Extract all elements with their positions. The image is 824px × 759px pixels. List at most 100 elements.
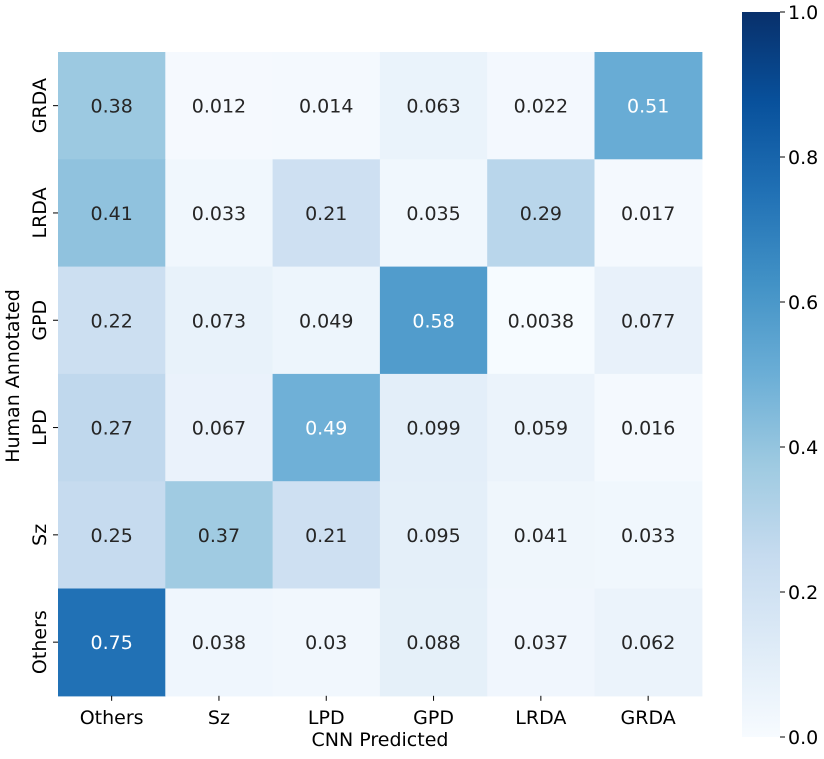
colorbar-tick-label: 0.0 [788,727,818,749]
y-axis-ticks: GRDA LRDA GPD LPD Sz Others [29,78,58,674]
heatmap-cell [379,52,488,160]
heatmap-cell-label: 0.49 [305,418,347,440]
heatmap-cell [594,373,703,482]
heatmap-cell-label: 0.21 [305,203,347,225]
heatmap-cell [594,266,703,375]
heatmap-cell-label: 0.067 [192,418,246,440]
heatmap-cell-label: 0.017 [621,203,675,225]
x-tick-label: LPD [308,707,345,729]
y-tick-label: GPD [29,300,51,341]
heatmap-cell [272,481,381,590]
heatmap-cell-label: 0.38 [90,96,132,118]
heatmap-cell [165,266,274,375]
colorbar-tick-label: 0.8 [788,147,818,169]
colorbar: 0.0 0.2 0.4 0.6 0.8 1.0 [742,2,818,749]
heatmap-cell-label: 0.041 [514,525,568,547]
heatmap-cell [272,266,381,375]
heatmap-cell [58,481,166,590]
heatmap-cell [487,373,596,482]
heatmap-cell-label: 0.22 [90,310,132,332]
heatmap-cell [272,588,381,697]
heatmap-cell [165,159,274,268]
heatmap-cell-label: 0.099 [406,418,460,440]
heatmap-cell-label: 0.033 [621,525,675,547]
heatmap-cell-label: 0.033 [192,203,246,225]
heatmap-cell [594,481,703,590]
heatmap-cell-label: 0.21 [305,525,347,547]
heatmap-cell-label: 0.088 [406,632,460,654]
heatmap-cell-label: 0.038 [192,632,246,654]
heatmap-cell [58,373,166,482]
heatmap-cell-label: 0.049 [299,310,353,332]
heatmap-cell-label: 0.75 [90,632,132,654]
colorbar-tick-label: 1.0 [788,2,818,24]
heatmap-cell-label: 0.27 [90,418,132,440]
heatmap-cell-label: 0.035 [406,203,460,225]
heatmap-cell [58,159,166,268]
y-axis-label: Human Annotated [2,289,24,463]
heatmap-cell-labels: 0.38 0.012 0.014 0.063 0.022 0.51 0.41 0.033 0.2… [90,96,675,655]
heatmap-cell-label: 0.0038 [508,310,574,332]
y-tick-label: Sz [29,524,51,546]
heatmap-cell-label: 0.03 [305,632,347,654]
heatmap-cell [379,159,488,268]
heatmap-cell-label: 0.41 [90,203,132,225]
colorbar-gradient [742,12,780,737]
heatmap-cell-label: 0.51 [627,96,669,118]
x-tick-label: LRDA [515,707,566,729]
colorbar-tick-label: 0.4 [788,437,818,459]
heatmap-cell-label: 0.022 [514,96,568,118]
heatmap-cell-label: 0.037 [514,632,568,654]
heatmap-cell-label: 0.059 [514,418,568,440]
heatmap-cell [58,266,166,375]
heatmap-cell-label: 0.073 [192,310,246,332]
heatmap-cell [487,52,596,160]
heatmap-cell-label: 0.063 [406,96,460,118]
heatmap-cell [58,52,166,160]
y-tick-label: LRDA [29,187,51,238]
heatmap-cell-label: 0.014 [299,96,353,118]
heatmap-cell [165,373,274,482]
heatmap-cell [487,481,596,590]
colorbar-tick-label: 0.2 [788,582,818,604]
heatmap-cell [165,588,274,697]
y-tick-label: LPD [29,409,51,446]
heatmap-cell-label: 0.25 [90,525,132,547]
heatmap-cell [379,481,488,590]
heatmap-cell-label: 0.58 [412,310,454,332]
heatmap-cell [487,588,596,697]
x-tick-label: GRDA [621,707,676,729]
heatmap-cell [594,159,703,268]
heatmap-cell [272,52,381,160]
heatmap-cell [272,373,381,482]
heatmap-cell-label: 0.012 [192,96,246,118]
heatmap-cell [165,52,274,160]
heatmap-cell [487,159,596,268]
x-tick-label: Others [80,707,144,729]
heatmap-cell-label: 0.062 [621,632,675,654]
heatmap-cell [379,373,488,482]
heatmap-cells [58,52,703,697]
x-axis-label: CNN Predicted [312,729,449,751]
heatmap-cell-label: 0.077 [621,310,675,332]
x-axis-ticks: Others Sz LPD GPD LRDA GRDA [80,695,676,729]
x-tick-label: Sz [208,707,230,729]
heatmap-cell [379,266,488,375]
heatmap-cell [487,266,596,375]
heatmap-cell-label: 0.29 [520,203,562,225]
y-tick-label: Others [29,610,51,674]
heatmap-cell [594,588,703,697]
y-tick-label: GRDA [29,78,51,133]
heatmap-cell [58,588,166,697]
heatmap-cell-label: 0.016 [621,418,675,440]
heatmap-cell-label: 0.37 [198,525,240,547]
heatmap-cell [272,159,381,268]
heatmap-cell [165,481,274,590]
x-tick-label: GPD [413,707,454,729]
heatmap-cell [594,52,703,160]
heatmap-cell [379,588,488,697]
colorbar-tick-label: 0.6 [788,292,818,314]
heatmap-cell-label: 0.095 [406,525,460,547]
